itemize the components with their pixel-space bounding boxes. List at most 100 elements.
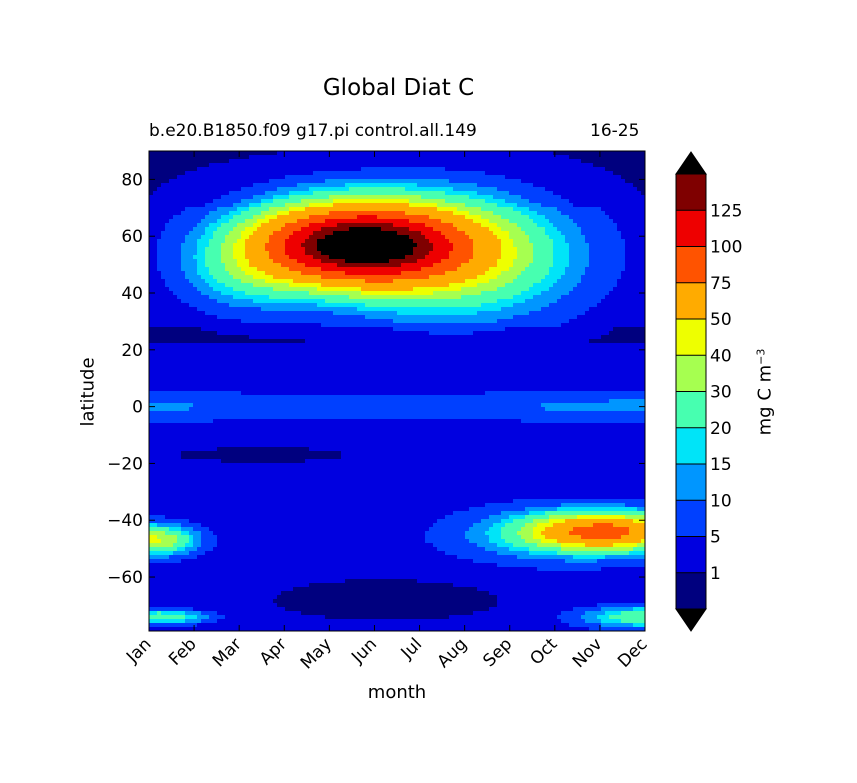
heatmap-cell: [637, 299, 642, 304]
heatmap-cell: [597, 307, 602, 312]
heatmap-cell: [525, 179, 530, 184]
heatmap-cell: [601, 239, 606, 244]
heatmap-cell: [237, 203, 242, 208]
heatmap-cell: [641, 275, 646, 280]
heatmap-cell: [181, 307, 186, 312]
heatmap-cell: [441, 287, 446, 292]
heatmap-cell: [365, 183, 370, 188]
heatmap-cell: [501, 195, 506, 200]
heatmap-cell: [449, 307, 454, 312]
heatmap-cell: [493, 159, 498, 164]
heatmap-cell: [269, 239, 274, 244]
heatmap-cell: [169, 239, 174, 244]
heatmap-cell: [461, 159, 466, 164]
heatmap-cell: [569, 151, 574, 156]
heatmap-cell: [389, 211, 394, 216]
heatmap-cell: [553, 235, 558, 240]
heatmap-cell: [457, 239, 462, 244]
heatmap-cell: [509, 247, 514, 252]
heatmap-cell: [173, 251, 178, 256]
heatmap-cell: [517, 243, 522, 248]
heatmap-cell: [465, 307, 470, 312]
heatmap-cell: [529, 299, 534, 304]
heatmap-cell: [365, 227, 370, 232]
heatmap-cell: [193, 271, 198, 276]
heatmap-cell: [157, 207, 162, 212]
heatmap-cell: [513, 307, 518, 312]
heatmap-cell: [169, 191, 174, 196]
heatmap-cell: [561, 215, 566, 220]
heatmap-cell: [397, 215, 402, 220]
heatmap-cell: [469, 267, 474, 272]
heatmap-cell: [541, 199, 546, 204]
heatmap-cell: [353, 271, 358, 276]
heatmap-cell: [437, 275, 442, 280]
heatmap-cell: [333, 151, 338, 156]
heatmap-cell: [517, 239, 522, 244]
heatmap-cell: [193, 151, 198, 156]
heatmap-cell: [381, 215, 386, 220]
heatmap-cell: [393, 283, 398, 288]
heatmap-cell: [181, 151, 186, 156]
heatmap-cell: [313, 215, 318, 220]
heatmap-cell: [569, 283, 574, 288]
heatmap-cell: [237, 167, 242, 172]
heatmap-cell: [149, 155, 154, 160]
heatmap-cell: [261, 235, 266, 240]
heatmap-cell: [637, 271, 642, 276]
heatmap-cell: [301, 195, 306, 200]
heatmap-cell: [497, 155, 502, 160]
heatmap-cell: [517, 159, 522, 164]
heatmap-cell: [445, 239, 450, 244]
heatmap-cell: [329, 279, 334, 284]
heatmap-cell: [621, 251, 626, 256]
heatmap-cell: [169, 159, 174, 164]
heatmap-cell: [601, 231, 606, 236]
heatmap-cell: [521, 183, 526, 188]
heatmap-cell: [241, 179, 246, 184]
heatmap-cell: [493, 255, 498, 260]
heatmap-cell: [417, 227, 422, 232]
heatmap-cell: [353, 179, 358, 184]
heatmap-cell: [597, 299, 602, 304]
heatmap-cell: [605, 223, 610, 228]
heatmap-cell: [545, 207, 550, 212]
heatmap-cell: [497, 163, 502, 168]
heatmap-cell: [333, 223, 338, 228]
heatmap-cell: [273, 263, 278, 268]
heatmap-cell: [337, 227, 342, 232]
heatmap-cell: [541, 187, 546, 192]
heatmap-cell: [153, 235, 158, 240]
heatmap-cell: [537, 179, 542, 184]
heatmap-cell: [333, 175, 338, 180]
heatmap-cell: [193, 223, 198, 228]
heatmap-cell: [577, 159, 582, 164]
heatmap-cell: [409, 247, 414, 252]
heatmap-cell: [509, 211, 514, 216]
heatmap-cell: [449, 227, 454, 232]
heatmap-cell: [261, 211, 266, 216]
heatmap-cell: [469, 307, 474, 312]
heatmap-cell: [421, 267, 426, 272]
heatmap-cell: [337, 203, 342, 208]
heatmap-cell: [453, 195, 458, 200]
heatmap-cell: [505, 227, 510, 232]
heatmap-cell: [513, 239, 518, 244]
heatmap-cell: [169, 259, 174, 264]
heatmap-cell: [457, 207, 462, 212]
heatmap-cell: [277, 271, 282, 276]
heatmap-cell: [181, 211, 186, 216]
heatmap-cell: [633, 211, 638, 216]
heatmap-cell: [557, 215, 562, 220]
heatmap-cell: [477, 179, 482, 184]
heatmap-cell: [325, 223, 330, 228]
heatmap-cell: [177, 175, 182, 180]
heatmap-cell: [517, 267, 522, 272]
heatmap-cell: [625, 203, 630, 208]
heatmap-cell: [357, 263, 362, 268]
heatmap-cell: [321, 159, 326, 164]
heatmap-cell: [509, 171, 514, 176]
heatmap-cell: [309, 219, 314, 224]
heatmap-cell: [377, 247, 382, 252]
heatmap-cell: [165, 271, 170, 276]
